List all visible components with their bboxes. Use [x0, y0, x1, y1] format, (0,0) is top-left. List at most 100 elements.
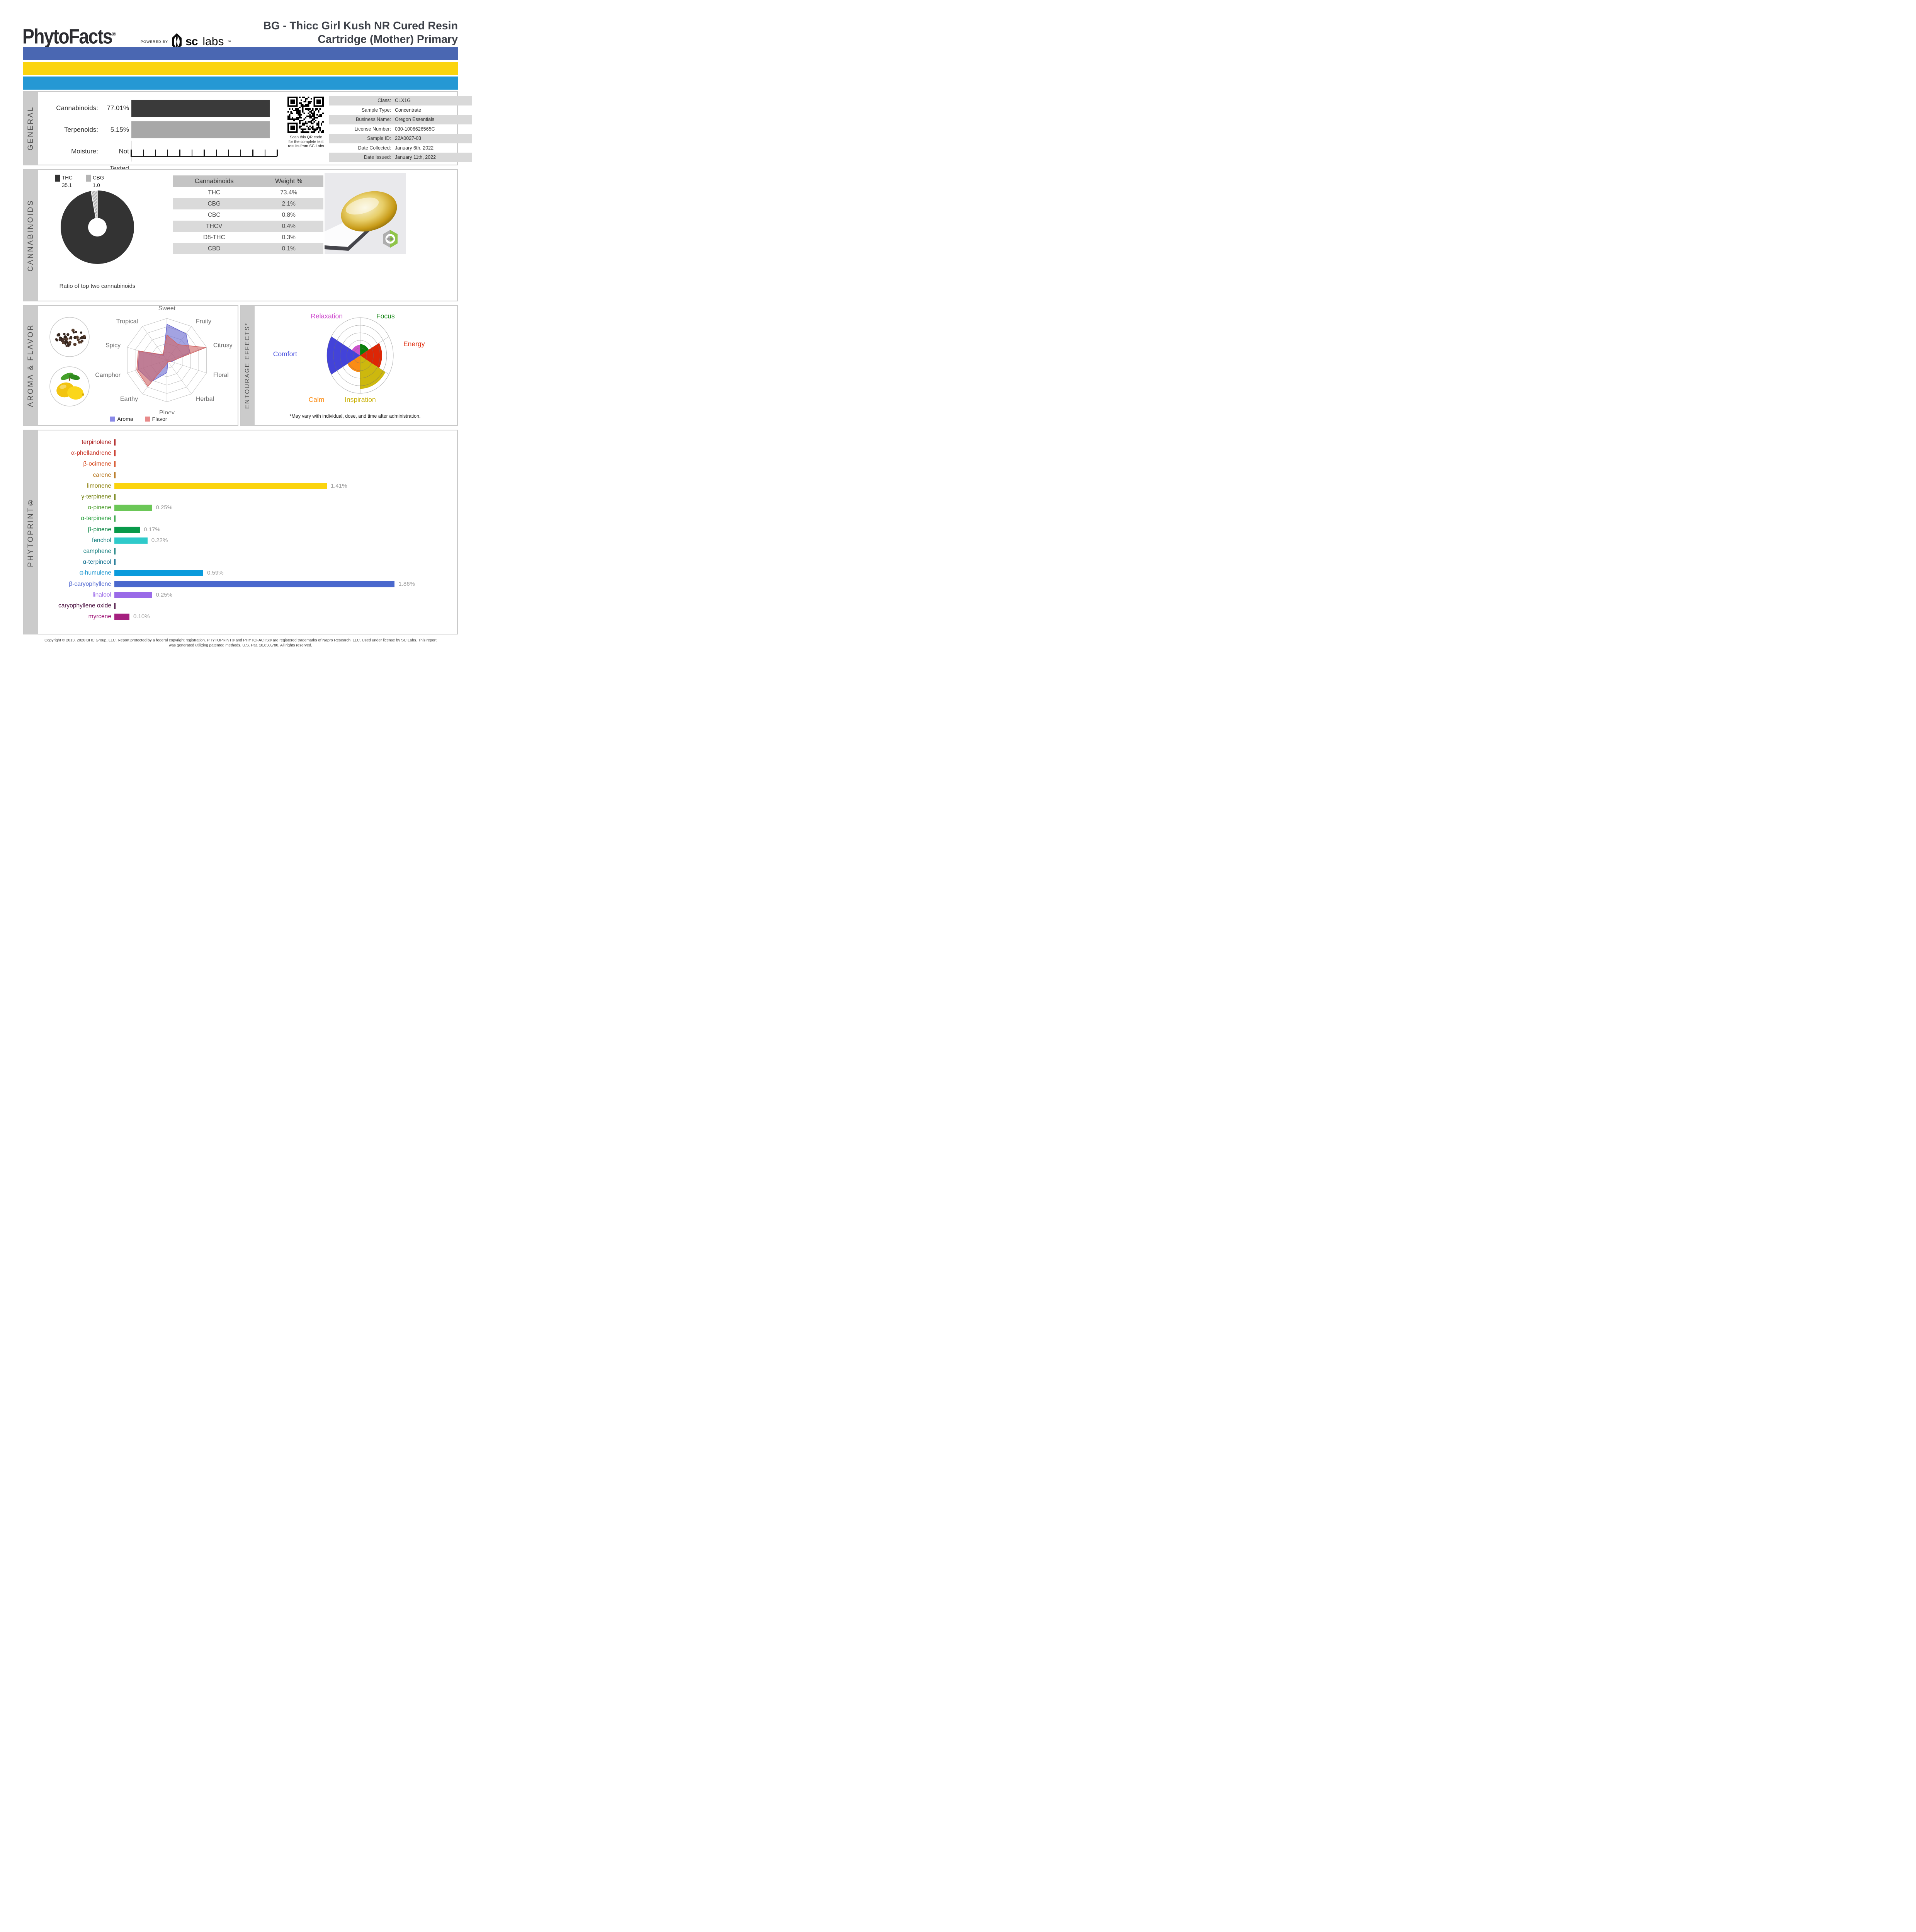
lemons-photo — [49, 366, 90, 406]
cannabinoid-weight: 73.4% — [280, 189, 298, 196]
cannabinoid-table: Cannabinoids Weight % THC 73.4% CBG 2.1% CBC 0… — [173, 175, 323, 254]
entourage-label: Focus — [376, 312, 395, 320]
general-section: GENERAL Cannabinoids: 77.01% Terpenoids:… — [23, 91, 472, 172]
flavor-swatch — [145, 417, 150, 422]
terpene-name: γ-terpinene — [81, 493, 111, 500]
radar-axis-label: Sweet — [158, 306, 176, 312]
radar-axis-label: Herbal — [196, 396, 214, 402]
sclabs-labs-text: labs — [202, 35, 224, 48]
aroma-flavor-rail-label: AROMA & FLAVOR — [27, 324, 35, 407]
header-stripe-yellow — [23, 62, 458, 75]
phytoprint-section: PHYTOPRINT® terpinolene α-phellandrene β-o… — [23, 430, 458, 634]
col-weight: Weight % — [275, 178, 303, 185]
info-row: License Number: 030-1006626565C — [329, 124, 472, 134]
terpene-row: terpinolene — [24, 438, 457, 447]
terpene-bar — [114, 592, 152, 598]
moisture-label: Moisture: — [71, 148, 98, 155]
terpene-name: α-humulene — [79, 570, 111, 577]
phytoprint-rail: PHYTOPRINT® — [24, 430, 38, 634]
terpene-row: myrcene 0.10% — [24, 612, 457, 621]
general-rail: GENERAL — [24, 92, 38, 165]
cbg-legend-value: 1.0 — [93, 182, 100, 188]
cannabinoid-weight: 0.8% — [282, 212, 296, 218]
entourage-footnote: *May vary with individual, dose, and tim… — [289, 413, 421, 419]
info-row: Date Collected: January 6th, 2022 — [329, 143, 472, 153]
sclabs-logo-icon — [172, 33, 182, 50]
cannabinoid-weight: 2.1% — [282, 201, 296, 207]
terpene-zero-tick — [114, 439, 116, 446]
cannabinoid-name: CBC — [207, 212, 221, 218]
terpene-row: β-pinene 0.17% — [24, 526, 457, 534]
peppercorns-photo — [49, 317, 90, 357]
cannabinoids-total-label: Cannabinoids: — [56, 104, 98, 112]
donut-legend-thc: THC 35.1 — [55, 175, 73, 188]
terpene-name: carene — [93, 471, 111, 478]
resin-blob — [341, 191, 397, 232]
info-value: 030-1006626565C — [395, 126, 435, 132]
radar-axis-label: Tropical — [116, 318, 138, 325]
terpene-name: caryophyllene oxide — [58, 602, 111, 609]
cannabinoid-row: CBD 0.1% — [173, 243, 323, 254]
entourage-effects-section: ENTOURAGE EFFECTS* Focus Energy Inspiratio… — [240, 305, 458, 426]
terpene-row: γ-terpinene — [24, 493, 457, 501]
terpene-zero-tick — [114, 559, 116, 566]
cannabinoid-row: THCV 0.4% — [173, 221, 323, 232]
cannabinoid-row: CBG 2.1% — [173, 198, 323, 209]
info-value: Oregon Essentials — [395, 117, 435, 122]
terpene-zero-tick — [114, 461, 116, 468]
legend-flavor: Flavor — [145, 416, 167, 422]
terpene-value: 0.17% — [144, 526, 160, 533]
info-value: January 6th, 2022 — [395, 145, 434, 151]
terpene-row: camphene — [24, 547, 457, 556]
info-label: Business Name: — [355, 117, 391, 122]
phytofacts-lab-report: PhytoFacts® POWERED BY sc labs ™ BG - Thic… — [0, 0, 479, 678]
radar-axis-label: Citrusy — [213, 342, 233, 349]
terpene-value: 0.25% — [156, 504, 173, 511]
info-label: Sample Type: — [361, 107, 391, 113]
info-label: Date Issued: — [364, 155, 391, 160]
info-label: Sample ID: — [367, 136, 391, 141]
terpenoids-total-bar — [131, 121, 270, 138]
terpene-zero-tick — [114, 472, 116, 478]
terpene-name: camphene — [83, 548, 111, 554]
cannabinoid-row: D8-THC 0.3% — [173, 232, 323, 243]
terpene-row: β-ocimene — [24, 460, 457, 468]
terpene-name: myrcene — [88, 613, 111, 620]
terpene-name: linalool — [92, 591, 111, 598]
cannabinoids-section: CANNABINOIDS THC 35.1 CBG 1.0 Ratio of t… — [23, 169, 458, 301]
info-label: License Number: — [354, 126, 391, 132]
info-label: Date Collected: — [358, 145, 391, 151]
legend-aroma: Aroma — [110, 416, 133, 422]
cannabinoids-total-bar — [131, 100, 270, 117]
aroma-flavor-radar-chart: Sweet Fruity Citrusy Floral Herbal Piney Earth… — [95, 306, 233, 414]
terpene-name: β-ocimene — [83, 461, 111, 468]
info-value: Concentrate — [395, 107, 422, 113]
aroma-flavor-legend: Aroma Flavor — [38, 416, 239, 422]
terpene-row: limonene 1.41% — [24, 482, 457, 490]
thc-swatch — [55, 175, 60, 182]
terpene-bar — [114, 526, 140, 533]
radar-axis-label: Piney — [159, 410, 175, 414]
terpene-zero-tick — [114, 515, 116, 522]
cannabinoid-name: CBD — [207, 245, 221, 252]
info-row: Sample ID: 22A0027-03 — [329, 134, 472, 143]
terpene-zero-tick — [114, 494, 116, 500]
qr-code — [287, 97, 324, 133]
thc-legend-name: THC — [62, 175, 73, 181]
donut-legend-cbg: CBG 1.0 — [86, 175, 104, 188]
terpene-row: α-terpineol — [24, 558, 457, 566]
radar-axis-label: Camphor — [95, 372, 121, 378]
terpene-bar — [114, 614, 129, 620]
radar-axis-label: Earthy — [120, 396, 138, 402]
svg-text:sclabs: sclabs — [386, 238, 394, 241]
cannabinoids-rail-label: CANNABINOIDS — [27, 199, 35, 272]
info-value: CLX1G — [395, 98, 411, 103]
product-photo: sclabs — [325, 173, 406, 254]
radar-axis-label: Spicy — [105, 342, 121, 349]
col-cannabinoids: Cannabinoids — [194, 178, 234, 185]
terpene-row: α-phellandrene — [24, 449, 457, 457]
footer-line2: was generated utilizing patented methods… — [169, 643, 312, 648]
terpene-name: α-phellandrene — [71, 450, 111, 457]
terpene-row: carene — [24, 471, 457, 480]
terpene-value: 0.59% — [207, 570, 224, 577]
